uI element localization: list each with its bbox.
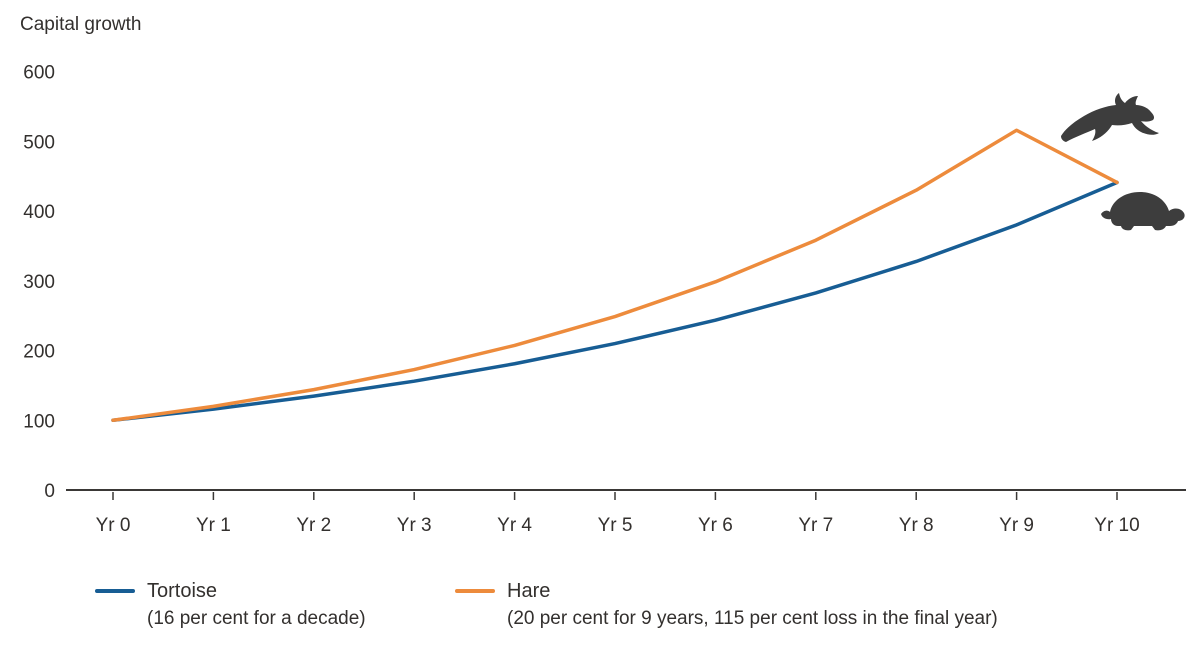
x-axis-label: Yr 0 xyxy=(96,515,131,536)
series-line-tortoise xyxy=(111,180,1119,423)
y-axis-label: 300 xyxy=(23,272,55,293)
legend-item-tortoise: Tortoise (16 per cent for a decade) xyxy=(95,578,366,630)
y-axis-label: 200 xyxy=(23,342,55,363)
x-axis-label: Yr 5 xyxy=(598,515,633,536)
x-axis-label: Yr 8 xyxy=(899,515,934,536)
legend-sublabel-hare: (20 per cent for 9 years, 115 per cent l… xyxy=(507,608,998,629)
x-axis-label: Yr 7 xyxy=(798,515,833,536)
tortoise-icon xyxy=(1098,186,1186,232)
hare-line-swatch xyxy=(455,589,495,593)
y-axis-label: 600 xyxy=(23,63,55,84)
series-line-hare xyxy=(111,128,1119,423)
y-axis-label: 0 xyxy=(44,481,55,502)
y-axis-label: 500 xyxy=(23,132,55,153)
y-axis-label: 100 xyxy=(23,411,55,432)
tortoise-line-swatch xyxy=(95,589,135,593)
x-axis-label: Yr 2 xyxy=(296,515,331,536)
x-axis-label: Yr 9 xyxy=(999,515,1034,536)
legend-item-hare: Hare (20 per cent for 9 years, 115 per c… xyxy=(455,578,998,630)
legend-sublabel-tortoise: (16 per cent for a decade) xyxy=(147,608,366,629)
legend-label-hare: Hare xyxy=(507,579,551,602)
x-axis-label: Yr 3 xyxy=(397,515,432,536)
x-axis-label: Yr 4 xyxy=(497,515,532,536)
x-axis-label: Yr 1 xyxy=(196,515,231,536)
y-axis-label: 400 xyxy=(23,202,55,223)
hare-icon xyxy=(1058,92,1163,152)
chart-title: Capital growth xyxy=(20,14,142,35)
x-axis-label: Yr 10 xyxy=(1094,515,1139,536)
x-axis-label: Yr 6 xyxy=(698,515,733,536)
legend-label-tortoise: Tortoise xyxy=(147,579,218,602)
